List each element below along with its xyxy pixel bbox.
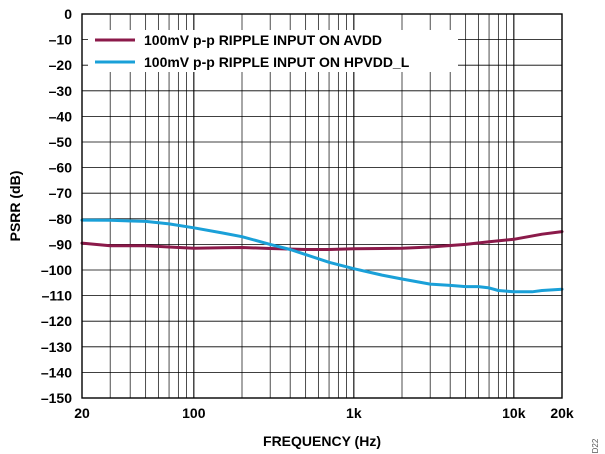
legend-label-2: 100mV p-p RIPPLE INPUT ON HPVDD_L [144,54,410,70]
x-axis-title: FREQUENCY (Hz) [263,433,381,449]
grid [81,13,563,399]
x-tick-label: 100 [182,405,206,421]
y-tick-label: –120 [41,313,72,329]
y-tick-label: –50 [49,134,73,150]
x-tick-label: 20k [550,405,574,421]
y-tick-label: –60 [49,160,73,176]
y-tick-label: –30 [49,83,73,99]
series-line-1 [80,230,564,251]
y-tick-label: –10 [49,32,73,48]
y-tick-label: –110 [42,288,73,304]
legend-background [88,30,458,72]
x-tick-label: 10k [502,405,526,421]
y-tick-labels: 0 –10 –20 –30 –40 –50 –60 –70 –80 –90 –100 –110 –120… [41,6,72,406]
x-tick-labels: 20 100 1k 10k 20k [74,405,574,421]
y-tick-label: –40 [49,108,73,124]
legend-label-1: 100mV p-p RIPPLE INPUT ON AVDD [144,32,382,48]
y-axis-title: PSRR (dB) [7,171,23,242]
y-tick-label: –80 [49,211,73,227]
legend: 100mV p-p RIPPLE INPUT ON AVDD 100mV p-p … [88,30,458,72]
y-tick-label: 0 [64,6,72,22]
y-tick-label: –90 [49,236,73,252]
y-tick-label: –130 [41,339,72,355]
plot-frame [81,13,563,399]
x-tick-label: 20 [74,405,90,421]
series-layer [80,218,564,294]
y-tick-label: –150 [41,390,72,406]
y-tick-label: –100 [41,262,72,278]
y-tick-label: –20 [49,57,73,73]
y-tick-label: –70 [49,185,73,201]
series-line-2 [80,218,564,294]
side-note: D22 [591,438,600,453]
y-tick-label: –140 [41,364,72,380]
x-tick-label: 1k [346,405,362,421]
